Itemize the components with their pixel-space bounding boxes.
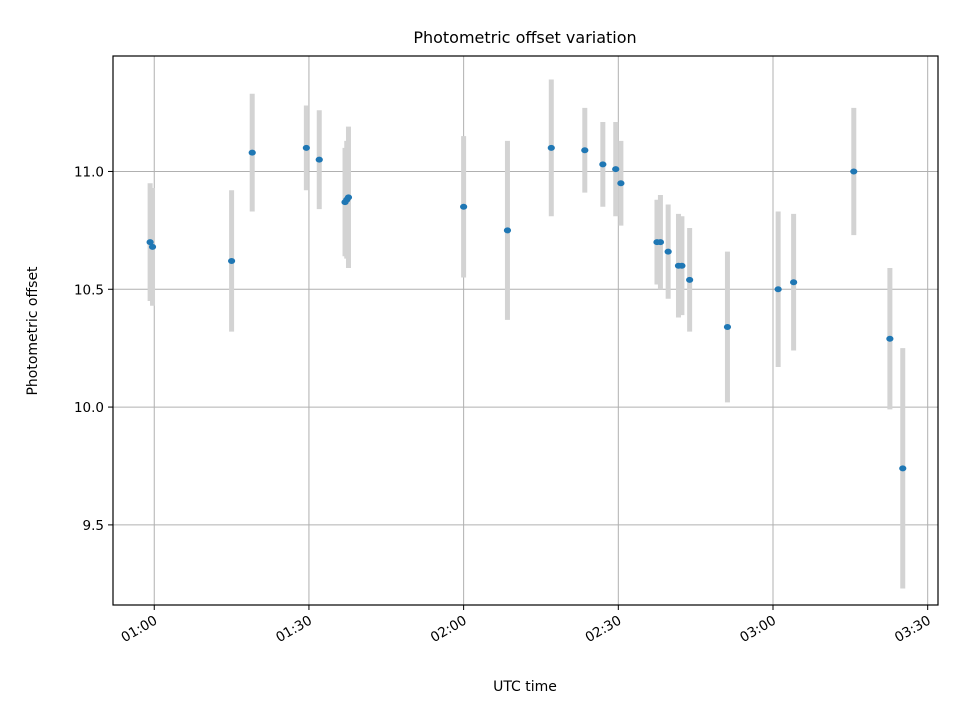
plot-frame: [112, 55, 939, 606]
data-point: [547, 144, 555, 151]
data-point: [503, 227, 512, 234]
data-point: [599, 161, 607, 168]
y-tick-label: 10.5: [74, 282, 104, 298]
y-tick-label: 9.5: [83, 518, 104, 534]
y-axis-label: Photometric offset: [25, 266, 41, 396]
y-tick-label: 10.0: [74, 400, 104, 416]
chart-title: Photometric offset variation: [413, 28, 636, 47]
data-point: [850, 168, 858, 175]
data-point: [227, 257, 236, 264]
data-point: [146, 239, 154, 246]
data-points: [146, 144, 907, 472]
data-point: [686, 276, 694, 283]
y-tick-label: 11.0: [74, 164, 104, 180]
data-point: [723, 323, 732, 330]
data-point: [678, 262, 686, 269]
plot-area-background: [113, 56, 938, 605]
x-axis-label: UTC time: [493, 679, 557, 695]
data-point: [248, 149, 256, 156]
data-point: [899, 465, 907, 472]
data-point: [612, 166, 620, 173]
data-point: [315, 156, 323, 163]
data-point: [460, 203, 468, 210]
data-point: [344, 194, 353, 201]
y-axis-ticks: 9.5 10.0 10.5 11.0: [74, 164, 113, 534]
data-point: [302, 144, 310, 151]
data-point: [581, 147, 589, 154]
data-point: [774, 286, 782, 293]
data-point: [664, 248, 672, 255]
data-point: [148, 243, 157, 250]
data-point: [790, 279, 798, 286]
data-point: [656, 239, 665, 246]
data-point: [886, 335, 894, 342]
data-point: [617, 180, 625, 187]
